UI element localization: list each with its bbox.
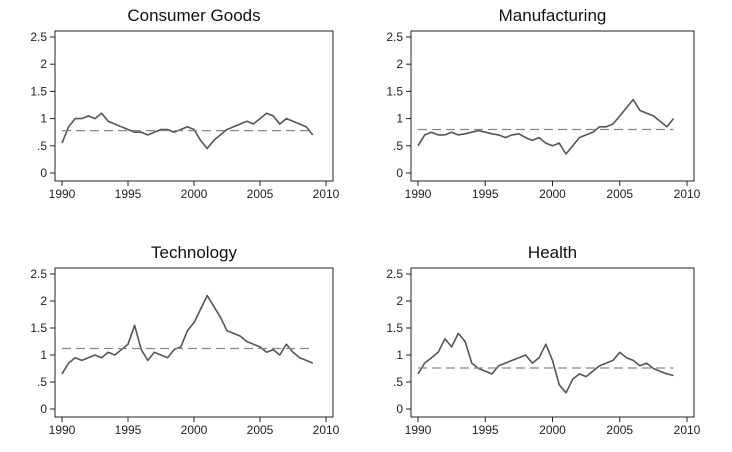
y-tick-label: 0	[40, 166, 47, 180]
x-tick-label: 1995	[115, 187, 142, 201]
plot-area: 0 .5 1 1.5 2 2.5 1990 1995 2000 2005 2010	[30, 30, 340, 201]
y-tick-label: 2.5	[386, 30, 403, 44]
y-tick-label: 1.5	[386, 321, 403, 335]
y-tick-label: 2	[40, 294, 47, 308]
x-tick-label: 2000	[539, 423, 566, 437]
series-line	[417, 332, 674, 394]
x-tick-label: 1990	[49, 423, 76, 437]
x-tick-label: 2000	[181, 187, 208, 201]
y-tick-label: .5	[393, 375, 403, 389]
x-tick-label: 2005	[606, 423, 633, 437]
y-tick-label: .5	[393, 139, 403, 153]
plot-frame	[410, 30, 695, 182]
y-tick-label: 0	[396, 402, 403, 416]
y-tick-label: 2	[396, 57, 403, 71]
y-tick-label: 1	[396, 112, 403, 126]
x-tick-label: 1995	[472, 187, 499, 201]
chart-title: Consumer Goods	[127, 6, 261, 25]
y-tick-label: 2	[40, 57, 47, 71]
y-tick-label: 0	[40, 402, 47, 416]
y-tick-label: 2.5	[386, 267, 403, 281]
y-tick-label: 1	[40, 348, 47, 362]
series-line	[61, 112, 314, 150]
plot-area: 0 .5 1 1.5 2 2.5 1990 1995 2000 2005 2010	[30, 267, 340, 437]
y-tick-label: 2.5	[30, 267, 47, 281]
x-tick-label: 1995	[115, 423, 142, 437]
plot-frame	[54, 30, 334, 182]
y-tick-label: .5	[37, 375, 47, 389]
x-tick-label: 1995	[472, 423, 499, 437]
y-tick-label: 1	[40, 112, 47, 126]
x-tick-label: 2010	[674, 423, 701, 437]
plot-area: 0 .5 1 1.5 2 2.5 1990 1995 2000 2005 2010	[386, 267, 701, 437]
plot-frame	[410, 267, 695, 418]
y-tick-label: 0	[396, 166, 403, 180]
y-tick-label: 2	[396, 294, 403, 308]
y-tick-label: 1.5	[30, 321, 47, 335]
x-tick-label: 2005	[247, 423, 274, 437]
y-tick-label: 2.5	[30, 30, 47, 44]
x-tick-label: 1990	[405, 187, 432, 201]
y-tick-label: .5	[37, 139, 47, 153]
series-line	[417, 98, 675, 155]
x-tick-label: 2005	[606, 187, 633, 201]
x-tick-label: 2000	[181, 423, 208, 437]
y-tick-label: 1.5	[30, 84, 47, 98]
x-tick-label: 2010	[313, 187, 340, 201]
x-tick-label: 1990	[49, 187, 76, 201]
chart-title: Manufacturing	[498, 6, 607, 25]
y-tick-label: 1	[396, 348, 403, 362]
y-tick-label: 1.5	[386, 84, 403, 98]
plot-area: 0 .5 1 1.5 2 2.5 1990 1995 2000 2005 2010	[386, 30, 701, 201]
x-tick-label: 2010	[674, 187, 701, 201]
x-tick-label: 2005	[247, 187, 274, 201]
x-tick-label: 1990	[405, 423, 432, 437]
series-line	[61, 294, 314, 375]
chart-title: Health	[527, 243, 578, 262]
x-tick-label: 2000	[539, 187, 566, 201]
chart-title: Technology	[150, 243, 237, 262]
x-tick-label: 2010	[313, 423, 340, 437]
plot-frame	[54, 267, 334, 418]
